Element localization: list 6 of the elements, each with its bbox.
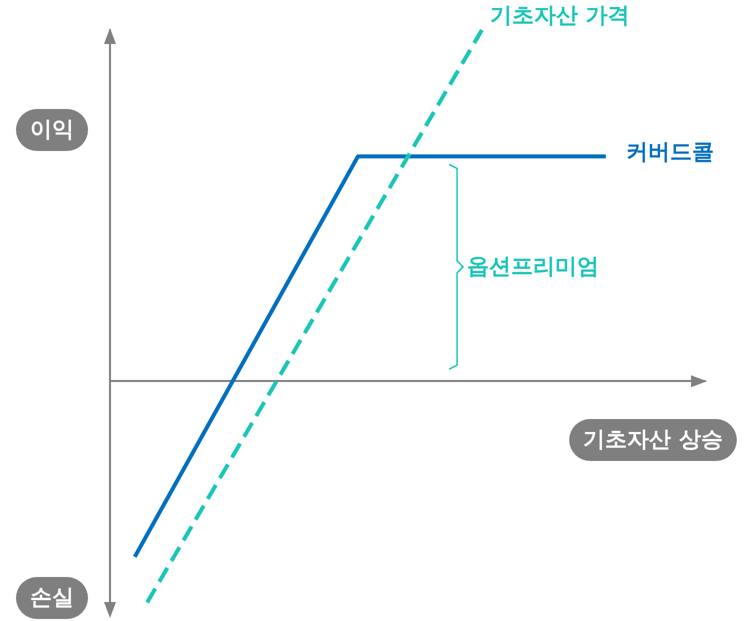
text: 손실 [30,586,74,610]
y-axis-title: 이익 [30,118,74,142]
annotation: 옵션프리미엄 [467,254,600,280]
series-label: 기초자산 가격 [490,4,630,28]
x-axis-title: 기초자산 상승 [583,428,723,452]
series-label: 커버드콜 [626,140,714,165]
